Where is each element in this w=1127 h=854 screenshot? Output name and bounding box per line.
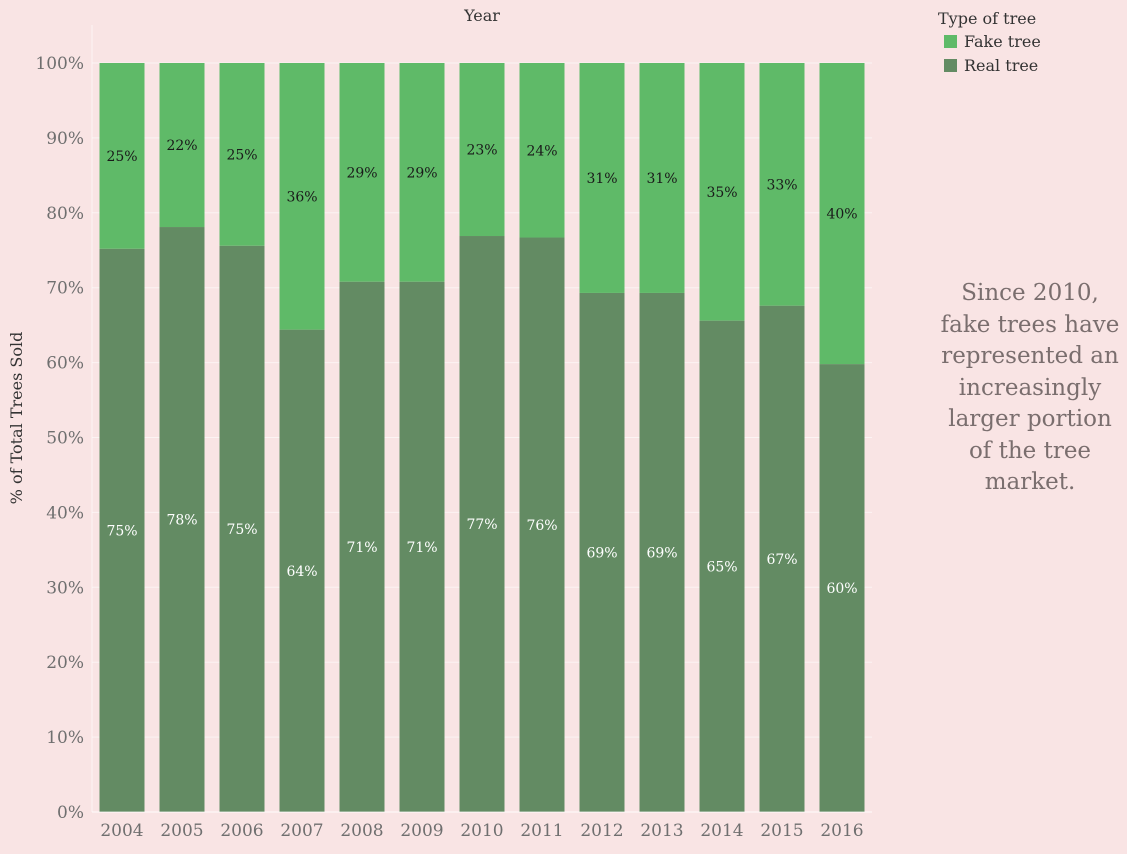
x-tick-label: 2013 xyxy=(640,821,683,841)
bar-segment-fake-tree xyxy=(519,63,565,238)
data-label: 40% xyxy=(826,207,857,223)
data-label: 31% xyxy=(586,171,617,187)
data-label: 23% xyxy=(466,143,497,159)
x-tick-label: 2016 xyxy=(820,821,863,841)
data-label: 24% xyxy=(526,143,557,159)
bar-segment-real-tree xyxy=(99,248,145,812)
legend-title: Type of tree xyxy=(938,9,1036,28)
x-tick-label: 2007 xyxy=(280,821,323,841)
y-tick-label: 70% xyxy=(46,279,84,299)
bar-segment-real-tree xyxy=(399,281,445,812)
annotation-line: market. xyxy=(984,469,1076,495)
annotation-line: fake trees have xyxy=(940,311,1120,338)
annotation-line: Since 2010, xyxy=(961,280,1099,306)
x-tick-label: 2004 xyxy=(100,821,143,841)
data-label: 29% xyxy=(346,165,377,181)
bar-segment-real-tree xyxy=(759,305,805,812)
bar-segment-real-tree xyxy=(459,236,505,813)
bar-segment-fake-tree xyxy=(219,63,265,246)
bar-labels: 75% 25% 78% 22% 75% 25% 64% 36% 71% 29% 71% 29% 77% 2… xyxy=(106,138,857,597)
bar-segment-fake-tree xyxy=(99,63,145,249)
data-label: 75% xyxy=(226,522,257,538)
bar-segment-fake-tree xyxy=(339,63,385,282)
y-tick-label: 10% xyxy=(46,728,84,748)
bar-segment-real-tree xyxy=(159,227,205,812)
bar-segment-real-tree xyxy=(819,364,865,812)
legend-swatch xyxy=(944,59,957,72)
data-label: 65% xyxy=(706,559,737,575)
data-label: 29% xyxy=(406,165,437,181)
data-label: 77% xyxy=(466,517,497,533)
x-tick-label: 2005 xyxy=(160,821,203,841)
y-tick-label: 0% xyxy=(57,803,84,823)
data-label: 36% xyxy=(286,189,317,205)
x-tick-label: 2008 xyxy=(340,821,383,841)
data-label: 69% xyxy=(646,545,677,561)
data-label: 67% xyxy=(766,552,797,568)
data-label: 64% xyxy=(286,564,317,580)
bar-segment-fake-tree xyxy=(399,63,445,282)
data-label: 75% xyxy=(106,523,137,539)
data-label: 76% xyxy=(526,518,557,534)
legend-label: Fake tree xyxy=(964,32,1041,51)
y-tick-label: 80% xyxy=(46,204,84,224)
bar-segment-real-tree xyxy=(579,292,625,812)
data-label: 71% xyxy=(406,540,437,556)
y-tick-label: 20% xyxy=(46,653,84,673)
bar-segment-real-tree xyxy=(639,292,685,812)
legend-swatch xyxy=(944,35,957,48)
bars xyxy=(99,63,865,813)
bar-segment-real-tree xyxy=(699,320,745,812)
bar-segment-real-tree xyxy=(519,237,565,813)
data-label: 35% xyxy=(706,185,737,201)
data-label: 31% xyxy=(646,171,677,187)
bar-segment-real-tree xyxy=(339,281,385,812)
y-axis-title: % of Total Trees Sold xyxy=(7,332,26,505)
bar-segment-fake-tree xyxy=(279,63,325,330)
bar-segment-real-tree xyxy=(279,329,325,812)
x-tick-label: 2012 xyxy=(580,821,623,841)
data-label: 69% xyxy=(586,545,617,561)
bar-segment-fake-tree xyxy=(579,63,625,293)
y-tick-label: 60% xyxy=(46,354,84,374)
x-tick-label: 2009 xyxy=(400,821,443,841)
data-label: 25% xyxy=(106,149,137,165)
bar-segment-fake-tree xyxy=(459,63,505,237)
bar-segment-fake-tree xyxy=(639,63,685,293)
x-tick-label: 2014 xyxy=(700,821,743,841)
data-label: 33% xyxy=(766,177,797,193)
legend: Type of tree Fake tree Real tree xyxy=(938,9,1041,75)
x-axis-title: Year xyxy=(463,6,500,25)
data-label: 60% xyxy=(826,581,857,597)
bar-segment-fake-tree xyxy=(159,63,205,228)
annotation-text: Since 2010, fake trees have represented … xyxy=(930,278,1127,499)
x-tick-label: 2010 xyxy=(460,821,503,841)
annotation-line: represented an xyxy=(941,343,1119,369)
x-tick-label: 2011 xyxy=(520,821,563,841)
annotation-line: larger portion xyxy=(948,406,1112,432)
y-tick-label: 40% xyxy=(46,503,84,523)
bar-segment-real-tree xyxy=(219,245,265,813)
y-tick-label: 50% xyxy=(46,429,84,449)
y-tick-label: 90% xyxy=(46,129,84,149)
bar-segment-fake-tree xyxy=(699,63,745,321)
data-label: 22% xyxy=(166,138,197,154)
data-label: 71% xyxy=(346,540,377,556)
y-axis: 0% 10% 20% 30% 40% 50% 60% 70% 80% 90% 100% xyxy=(35,25,872,823)
bar-segment-fake-tree xyxy=(819,63,865,365)
y-tick-label: 100% xyxy=(35,54,84,74)
x-tick-label: 2006 xyxy=(220,821,263,841)
x-tick-label: 2015 xyxy=(760,821,803,841)
data-label: 78% xyxy=(166,513,197,529)
annotation-line: of the tree xyxy=(968,437,1092,464)
bar-segment-fake-tree xyxy=(759,63,805,306)
data-label: 25% xyxy=(226,147,257,163)
y-tick-label: 30% xyxy=(46,578,84,598)
legend-label: Real tree xyxy=(964,56,1038,75)
annotation-line: increasingly xyxy=(958,374,1102,401)
x-axis: 2004 2005 2006 2007 2008 2009 2010 2011 2012 2013… xyxy=(100,821,863,841)
